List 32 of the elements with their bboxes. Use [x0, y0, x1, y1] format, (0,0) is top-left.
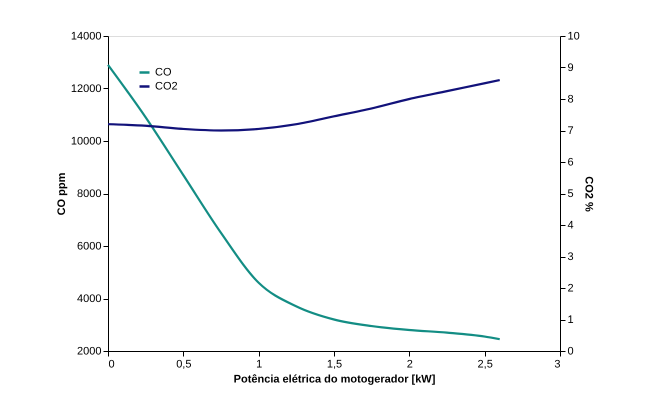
y-tick-label: 12000 — [70, 83, 102, 95]
y2-tick-label: 0 — [568, 346, 574, 358]
x-axis-title: Potência elétrica do motogerador [kW] — [234, 374, 436, 386]
x-tick-label: 3 — [554, 358, 560, 370]
y2-tick-label: 1 — [568, 314, 574, 326]
y-axis-title: CO ppm — [56, 172, 68, 216]
x-tick-label: 1,5 — [326, 358, 342, 370]
y2-tick-label: 5 — [568, 188, 574, 200]
y-tick-label: 2000 — [77, 346, 102, 358]
x-tick-label: 1 — [256, 358, 262, 370]
line-series — [106, 64, 501, 340]
x-tick-label: 0 — [108, 358, 115, 370]
legend-label: CO2 — [155, 80, 178, 92]
legend-label: CO — [155, 66, 172, 78]
y2-tick-label: 4 — [568, 220, 574, 232]
y-tick-label: 14000 — [70, 30, 102, 42]
y-tick-label: 10000 — [70, 136, 102, 148]
y-tick-label: 4000 — [77, 293, 102, 305]
y2-tick-label: 10 — [568, 30, 580, 42]
y2-tick-label: 3 — [568, 251, 574, 263]
y2-tick-label: 8 — [568, 94, 574, 106]
x-tick-label: 2 — [406, 358, 413, 370]
y-tick-label: 8000 — [77, 188, 102, 200]
y2-tick-label: 7 — [568, 125, 574, 137]
y2-tick-label: 9 — [568, 62, 574, 74]
y2-tick-label: 2 — [568, 282, 574, 294]
y2-axis-title: CO2 % — [582, 176, 595, 212]
y2-tick-label: 6 — [568, 156, 574, 168]
x-tick-label: 2,5 — [478, 358, 493, 370]
x-tick-label: 0,5 — [176, 358, 192, 370]
line-series — [106, 79, 501, 132]
y-tick-label: 6000 — [77, 240, 102, 252]
